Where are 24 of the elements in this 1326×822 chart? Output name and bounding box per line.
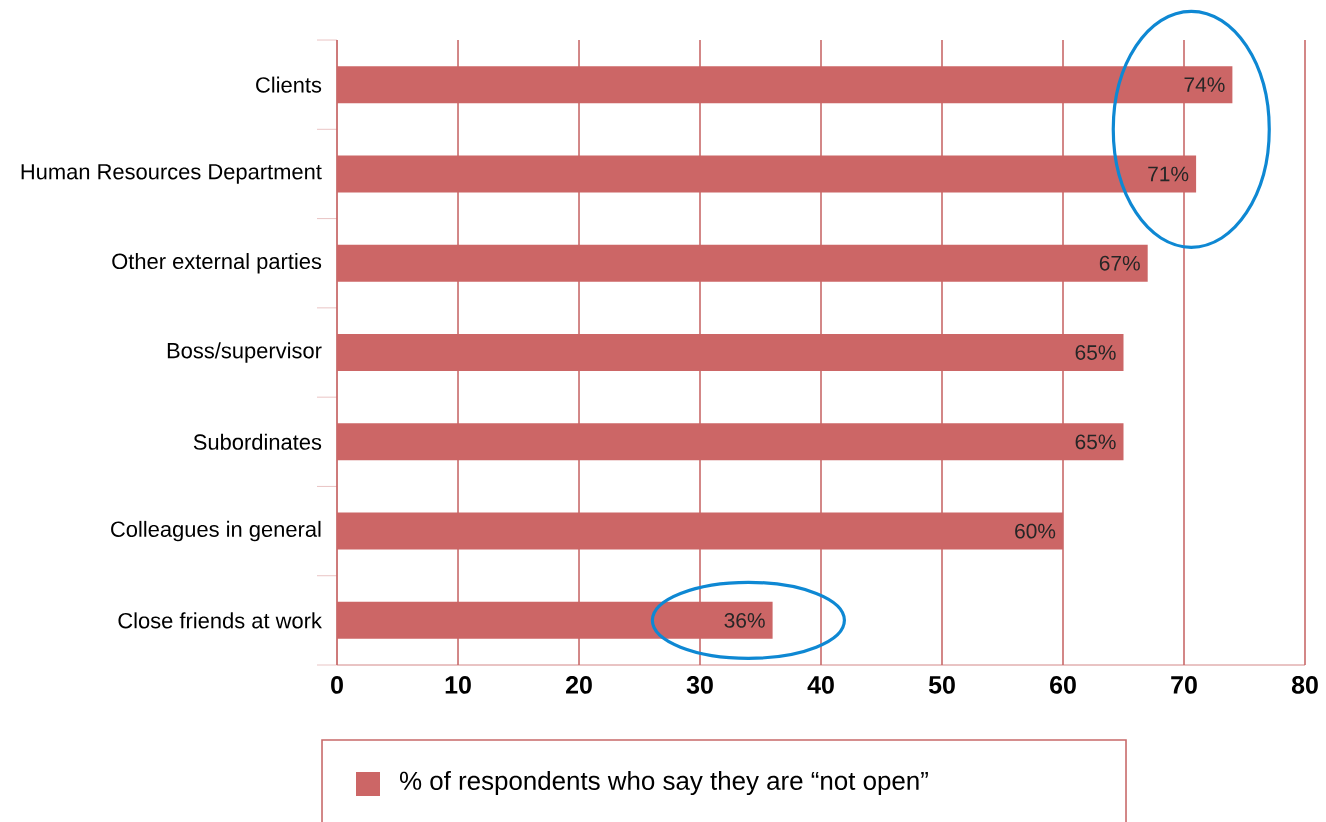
x-tick-label: 10 — [445, 676, 471, 694]
y-tick-label: Boss/supervisor — [167, 342, 322, 363]
legend-label: % of respondents who say they are “not open” — [399, 770, 928, 796]
data-label: 65% — [1075, 434, 1116, 450]
y-tick-label: Clients — [256, 76, 322, 93]
y-tick-label: Subordinates — [193, 433, 322, 450]
x-tick-label: 50 — [928, 676, 955, 694]
x-tick-label: 80 — [1291, 676, 1318, 694]
x-tick-label: 60 — [1050, 676, 1076, 694]
x-tick-label: 0 — [331, 676, 343, 694]
y-tick-label: Colleagues in general — [111, 520, 321, 542]
data-label: 60% — [1015, 523, 1056, 539]
x-tick-label: 20 — [566, 676, 592, 694]
data-label: 67% — [1099, 255, 1140, 271]
data-label: 74% — [1184, 77, 1225, 92]
data-label: 65% — [1075, 345, 1116, 360]
x-tick-label: 40 — [807, 676, 834, 694]
y-tick-label: Close friends at work — [118, 612, 322, 629]
y-tick-label: Human Resources Department — [21, 164, 322, 184]
x-tick-label: 70 — [1171, 676, 1197, 694]
x-tick-label: 30 — [686, 676, 713, 694]
y-tick-label: Other external parties — [112, 253, 322, 274]
data-label: 71% — [1148, 166, 1189, 182]
data-label: 36% — [724, 612, 765, 628]
